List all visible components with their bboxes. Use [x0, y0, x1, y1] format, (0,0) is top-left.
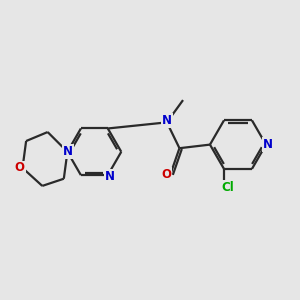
Text: N: N: [162, 114, 172, 127]
Text: Cl: Cl: [221, 182, 234, 194]
Text: N: N: [263, 138, 273, 151]
Text: N: N: [63, 145, 73, 158]
Text: N: N: [105, 170, 115, 183]
Text: O: O: [15, 161, 25, 175]
Text: O: O: [161, 168, 171, 181]
